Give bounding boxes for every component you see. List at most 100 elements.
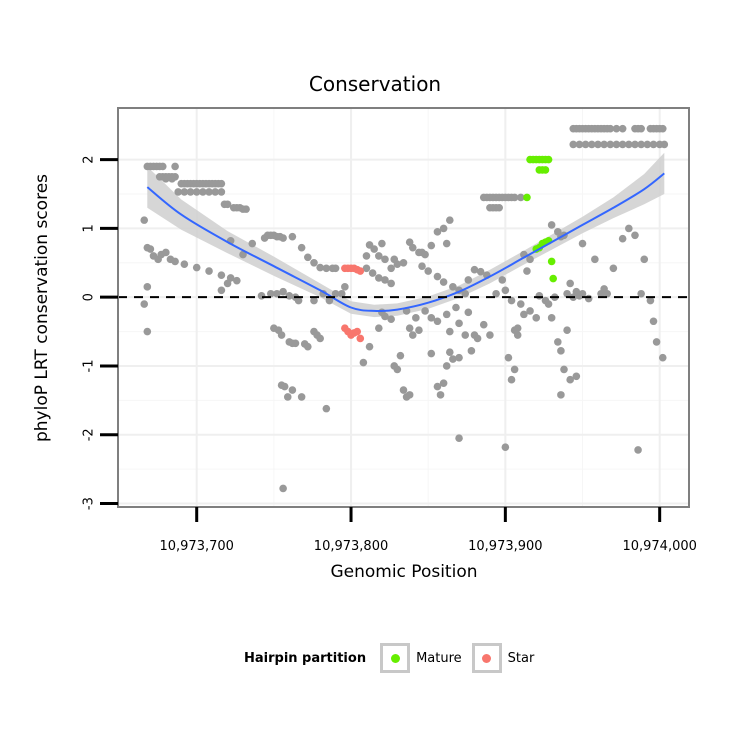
point-other	[618, 234, 627, 243]
legend-title: Hairpin partition	[244, 650, 367, 666]
point-other	[217, 179, 226, 188]
point-other	[316, 263, 324, 272]
point-other	[217, 286, 226, 295]
legend-item-mature: Mature	[380, 643, 462, 673]
point-other	[433, 228, 442, 236]
point-other	[495, 203, 503, 212]
point-mature	[547, 257, 556, 266]
point-other	[455, 353, 463, 362]
point-other	[637, 124, 645, 133]
point-other	[192, 188, 201, 196]
point-other	[266, 289, 275, 298]
point-other	[140, 216, 149, 224]
point-other	[464, 276, 473, 284]
point-other	[171, 257, 179, 266]
point-other	[143, 283, 152, 291]
point-other	[387, 315, 395, 323]
point-other	[427, 349, 436, 358]
point-other	[473, 334, 482, 343]
x-tick-label: 10,973,900	[468, 539, 542, 554]
point-other	[646, 296, 655, 305]
point-other	[248, 239, 257, 248]
point-other	[205, 267, 213, 275]
point-other	[658, 353, 667, 362]
point-other	[560, 365, 568, 374]
point-other	[513, 324, 522, 332]
point-other	[658, 124, 667, 133]
y-tick-label: -3	[81, 497, 96, 510]
point-other	[643, 140, 652, 149]
point-other	[640, 255, 649, 264]
point-other	[279, 287, 287, 296]
legend-dot-mature	[390, 653, 400, 663]
point-other	[368, 269, 377, 277]
point-other	[415, 326, 423, 335]
point-other	[291, 339, 300, 348]
point-other	[575, 140, 584, 149]
point-other	[581, 140, 590, 149]
point-other	[362, 264, 371, 273]
point-other	[445, 348, 454, 357]
y-tick-label: -1	[81, 360, 96, 373]
point-other	[378, 239, 386, 248]
point-other	[140, 300, 149, 308]
point-other	[439, 379, 448, 387]
point-other	[297, 393, 306, 401]
point-other	[331, 264, 340, 273]
smooth-trend-line	[146, 172, 665, 313]
point-other	[325, 296, 334, 305]
point-other	[146, 245, 155, 253]
point-other	[375, 324, 383, 332]
point-other	[362, 252, 371, 260]
point-other	[277, 331, 286, 339]
point-other	[569, 140, 578, 149]
point-other	[387, 264, 395, 273]
point-other	[652, 338, 661, 346]
point-other	[479, 320, 488, 329]
point-other	[578, 239, 587, 248]
point-mature	[541, 166, 550, 174]
point-other	[239, 250, 247, 259]
point-other	[625, 224, 633, 233]
point-other	[418, 262, 426, 271]
plot-panel-border	[117, 107, 690, 508]
point-other	[405, 391, 414, 399]
point-other	[304, 342, 312, 351]
y-tick-label: 2	[81, 155, 96, 163]
point-other	[591, 255, 599, 264]
point-other	[387, 279, 395, 288]
point-other	[649, 317, 658, 326]
point-other	[606, 140, 615, 149]
point-other	[563, 289, 571, 298]
point-other	[461, 331, 470, 339]
legend: Hairpin partition Mature Star	[244, 640, 544, 676]
point-other	[510, 365, 519, 374]
point-other	[365, 342, 374, 351]
point-other	[563, 326, 571, 335]
point-other	[279, 234, 287, 242]
point-other	[510, 193, 519, 202]
point-other	[618, 140, 627, 149]
point-other	[501, 286, 510, 295]
point-other	[421, 307, 429, 315]
point-other	[375, 274, 383, 282]
point-other	[535, 292, 544, 300]
point-other	[257, 292, 266, 300]
point-mature	[544, 155, 553, 164]
smooth-confidence-band	[147, 152, 665, 318]
point-other	[578, 289, 587, 298]
point-other	[310, 258, 318, 267]
point-other	[217, 188, 226, 196]
point-other	[631, 231, 639, 240]
point-other	[427, 314, 436, 322]
point-other	[634, 446, 642, 454]
legend-dot-star	[482, 653, 492, 663]
point-other	[158, 162, 167, 171]
point-other	[498, 276, 507, 284]
point-other	[393, 365, 402, 374]
point-other	[436, 391, 445, 399]
point-other	[168, 175, 176, 183]
point-other	[445, 216, 454, 224]
point-other	[162, 175, 170, 183]
